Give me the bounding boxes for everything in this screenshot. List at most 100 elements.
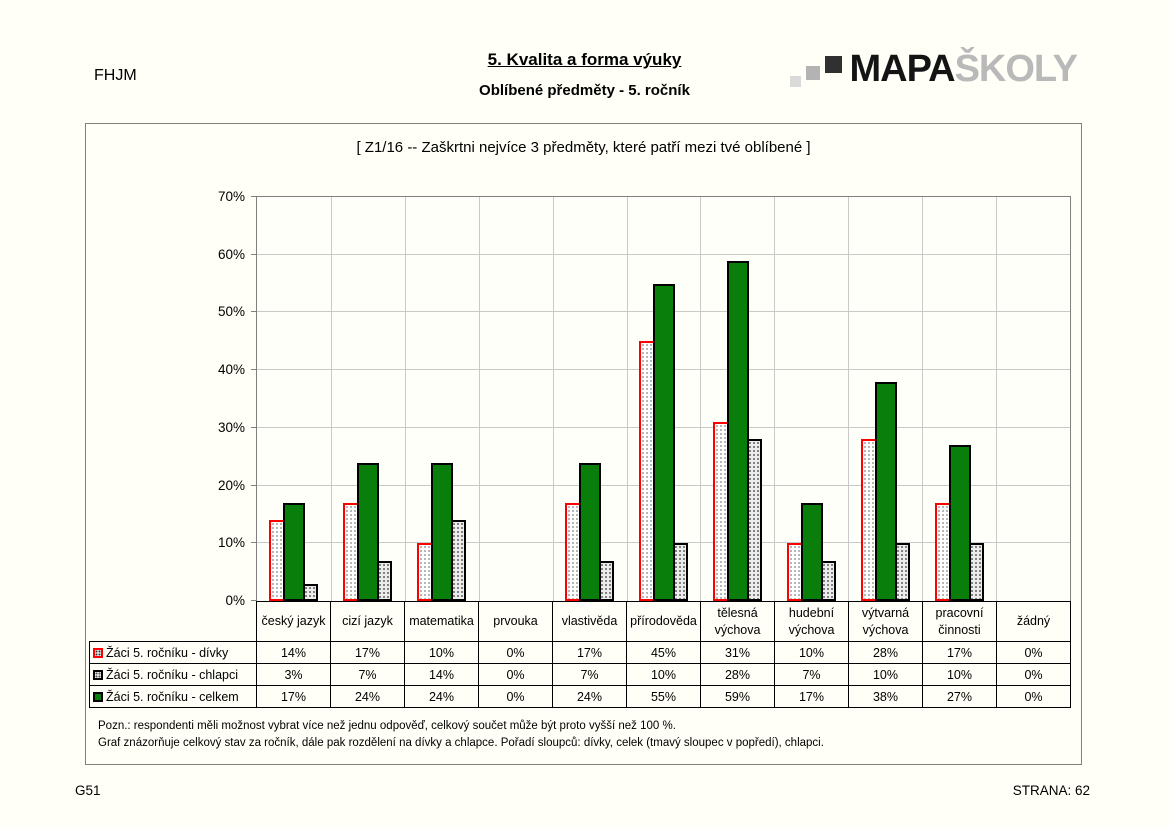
value-cell: 55% xyxy=(626,685,701,708)
value-cell: 59% xyxy=(700,685,775,708)
bar-group xyxy=(405,197,479,601)
value-cell: 17% xyxy=(256,685,331,708)
bar-solid-green xyxy=(948,445,971,601)
bar-solid-green xyxy=(431,462,454,601)
grid-line xyxy=(257,253,1070,255)
bar-group xyxy=(700,197,774,601)
category-cell: vlastivěda xyxy=(552,601,627,642)
category-cell: prvouka xyxy=(478,601,553,642)
bar-dotted-red xyxy=(638,341,656,601)
mapa-skoly-logo: MAPAŠKOLY xyxy=(789,44,1079,94)
chart-data-table: český jazyk cizí jazyk matematika prvouka vl… xyxy=(89,601,1071,708)
logo-text-primary: MAPA xyxy=(849,48,956,90)
category-cell: tělesná výchova xyxy=(700,601,775,642)
value-cell: 3% xyxy=(256,663,331,686)
bar-dotted-red xyxy=(417,543,435,601)
page-subtitle: Oblíbené předměty - 5. ročník xyxy=(479,82,690,99)
y-axis-tick xyxy=(251,426,257,428)
value-cell: 17% xyxy=(774,685,849,708)
category-cell: cizí jazyk xyxy=(330,601,405,642)
bar-group xyxy=(553,197,627,601)
bar-dotted-gray xyxy=(302,583,319,601)
value-cell: 0% xyxy=(996,641,1071,664)
category-separator xyxy=(478,197,480,601)
bar-group xyxy=(627,197,701,601)
y-axis-label: 20% xyxy=(217,477,245,493)
bar-dotted-gray xyxy=(967,543,984,601)
value-cell: 0% xyxy=(478,685,553,708)
value-cell: 10% xyxy=(404,641,479,664)
chart-frame: [ Z1/16 -- Zaškrtni nejvíce 3 předměty, … xyxy=(85,123,1082,765)
legend-cell: Žáci 5. ročníku - dívky xyxy=(89,641,257,664)
category-separator xyxy=(626,197,628,601)
bar-solid-green xyxy=(874,381,897,601)
logo-text-secondary: ŠKOLY xyxy=(954,48,1078,90)
note-line: Graf znázorňuje celkový stav za ročník, … xyxy=(98,736,824,749)
category-cell: pracovní činnosti xyxy=(922,601,997,642)
page-number: STRANA: 62 xyxy=(1012,783,1090,798)
y-axis-label: 60% xyxy=(217,246,245,262)
value-cell: 31% xyxy=(700,641,775,664)
series-row: Žáci 5. ročníku - dívky 14% 17% 10% 0% 17% 45%… xyxy=(89,641,1071,664)
y-axis-label: 70% xyxy=(217,189,245,204)
bar-dotted-red xyxy=(565,502,583,601)
legend-swatch-icon xyxy=(93,647,103,658)
bar-solid-green xyxy=(652,283,675,601)
value-cell: 27% xyxy=(922,685,997,708)
bar-group xyxy=(257,197,331,601)
category-separator xyxy=(330,197,332,601)
value-cell: 7% xyxy=(552,663,627,686)
value-cell: 45% xyxy=(626,641,701,664)
y-axis-label: 0% xyxy=(225,593,245,608)
value-cell: 7% xyxy=(330,663,405,686)
category-cell: přírodověda xyxy=(626,601,701,642)
bar-solid-green xyxy=(357,462,380,601)
category-cell: výtvarná výchova xyxy=(848,601,923,642)
category-cell: hudební výchova xyxy=(774,601,849,642)
value-cell: 17% xyxy=(552,641,627,664)
value-cell: 28% xyxy=(700,663,775,686)
y-axis-tick xyxy=(251,484,257,486)
logo-text: MAPAŠKOLY xyxy=(849,48,1079,90)
page-header: 5. Kvalita a forma výuky Oblíbené předmě… xyxy=(0,50,1169,99)
category-cell: český jazyk xyxy=(256,601,331,642)
y-axis-label: 30% xyxy=(217,419,245,435)
bar-solid-green xyxy=(283,502,306,601)
bar-dotted-gray xyxy=(671,543,688,601)
value-cell: 7% xyxy=(774,663,849,686)
value-cell: 10% xyxy=(774,641,849,664)
bar-group xyxy=(996,197,1070,601)
category-separator xyxy=(922,197,924,601)
value-cell: 24% xyxy=(330,685,405,708)
category-separator xyxy=(996,197,998,601)
note-line: Pozn.: respondenti měli možnost vybrat v… xyxy=(98,720,676,732)
value-cell: 24% xyxy=(404,685,479,708)
bar-solid-green xyxy=(579,462,602,601)
series-row: Žáci 5. ročníku - celkem 17% 24% 24% 0% 24% 55… xyxy=(89,685,1071,708)
y-axis-tick xyxy=(251,196,257,197)
y-axis-tick xyxy=(251,253,257,255)
y-axis-label: 50% xyxy=(217,304,245,320)
legend-cell: Žáci 5. ročníku - celkem xyxy=(89,685,257,708)
table-corner-spacer xyxy=(90,602,257,642)
graph-code: G51 xyxy=(75,783,101,798)
category-cell: matematika xyxy=(404,601,479,642)
series-row: Žáci 5. ročníku - chlapci 3% 7% 14% 0% 7% 10% 2… xyxy=(89,663,1071,686)
bar-dotted-red xyxy=(343,502,361,601)
logo-pixel-dark-icon xyxy=(824,56,842,73)
category-separator xyxy=(700,197,702,601)
bar-dotted-red xyxy=(269,520,287,601)
bar-group xyxy=(774,197,848,601)
value-cell: 0% xyxy=(996,663,1071,686)
value-cell: 17% xyxy=(922,641,997,664)
value-cell: 14% xyxy=(404,663,479,686)
value-cell: 28% xyxy=(848,641,923,664)
plot-area: 0% 10% 20% 30% 40% 50% 60% 70% xyxy=(218,189,1071,608)
bar-group xyxy=(848,197,922,601)
value-cell: 24% xyxy=(552,685,627,708)
value-cell: 17% xyxy=(330,641,405,664)
value-cell: 0% xyxy=(996,685,1071,708)
bar-solid-green xyxy=(726,260,749,601)
bar-solid-green xyxy=(800,502,823,601)
legend-swatch-icon xyxy=(93,691,103,702)
